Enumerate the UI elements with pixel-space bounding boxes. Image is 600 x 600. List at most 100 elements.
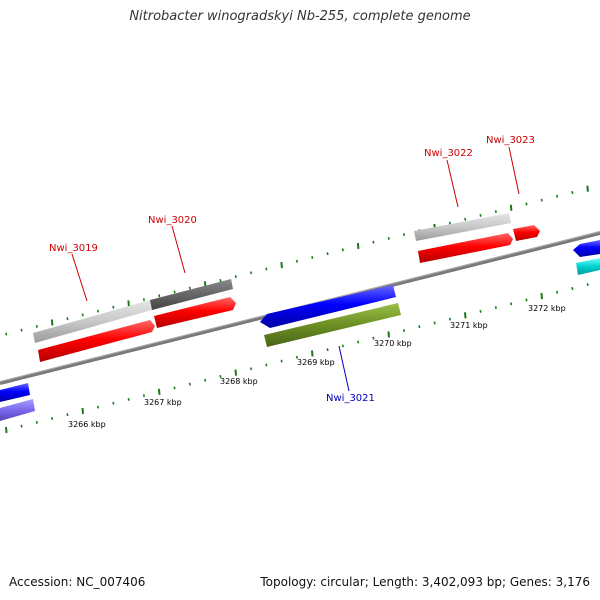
upper-row-minor-tick [311,256,314,259]
gene-arrow-nwi-3021[interactable] [260,285,396,328]
upper-row-minor-tick [234,275,237,279]
lower-row-minor-tick [403,329,406,333]
upper-row-minor-tick [448,221,451,225]
upper-row-minor-tick [188,286,191,290]
gene-label-nwi-3022[interactable]: Nwi_3022 [424,148,473,159]
upper-row-minor-tick [387,236,390,240]
gene-label-nwi-3023[interactable]: Nwi_3023 [486,135,535,146]
lower-row-minor-tick [341,344,344,348]
upper-row-minor-tick [464,217,467,221]
upper-row-major-tick [356,242,360,250]
lower-row-major-tick [540,293,543,300]
lower-row-minor-tick [556,290,559,294]
gene-arrow-nwi-3022[interactable] [418,233,513,263]
upper-row-minor-tick [219,278,222,282]
lower-row-minor-tick [433,321,436,325]
lower-row-minor-tick [418,325,421,329]
scale-label-3266: 3266 kbp [68,420,106,429]
scale-label-3269: 3269 kbp [297,358,335,367]
lower-row-minor-tick [372,336,375,340]
lower-row-minor-tick [66,413,69,417]
upper-row-minor-tick [142,298,145,302]
lower-row-minor-tick [448,317,451,321]
lower-row-minor-tick [219,374,222,378]
genome-summary-text: Topology: circular; Length: 3,402,093 bp… [260,575,590,589]
feature-bar-light-2 [414,213,511,241]
edge-gene-blue-left [0,383,30,402]
upper-row-minor-tick [372,240,375,244]
upper-row-minor-tick [66,317,69,321]
upper-row-major-tick [50,319,54,326]
lower-row-minor-tick [494,306,497,310]
lower-row-minor-tick [35,420,38,424]
upper-row-minor-tick [571,191,574,194]
upper-row-major-tick [280,262,283,269]
gene-arrow-nwi-3019[interactable] [38,320,155,362]
lower-row-major-tick [158,388,161,395]
gene-label-nwi-3019[interactable]: Nwi_3019 [49,243,98,254]
lower-row-minor-tick [510,302,513,306]
upper-row-minor-tick [341,248,344,252]
upper-row-minor-tick [540,198,543,202]
gene-arrow-nwi-3023[interactable] [513,225,540,241]
lower-row-minor-tick [265,363,268,367]
lower-row-minor-tick [525,298,528,302]
scale-label-3272: 3272 kbp [528,304,566,313]
upper-row-minor-tick [97,309,100,313]
scale-label-3270: 3270 kbp [374,339,412,348]
upper-row-major-tick [509,204,513,211]
upper-row-minor-tick [250,271,253,275]
lower-row-minor-tick [112,401,115,405]
upper-row-minor-tick [295,259,298,263]
upper-row-minor-tick [81,313,84,317]
gene-label-nwi-3020[interactable]: Nwi_3020 [148,215,197,226]
upper-row-minor-tick [158,294,161,298]
accession-text: Accession: NC_007406 [9,575,146,589]
upper-row-minor-tick [556,194,559,198]
feature-bar-light-1 [33,300,152,343]
upper-row-minor-tick [494,210,497,214]
scale-label-3267: 3267 kbp [144,398,182,407]
lower-row-minor-tick [571,287,574,290]
edge-gene-blue-right [573,240,600,257]
leader-line-nwi-3022 [446,159,459,208]
lower-row-minor-tick [173,386,176,390]
lower-row-minor-tick [586,283,589,287]
lower-row-minor-tick [97,405,100,409]
upper-row-minor-tick [326,252,329,256]
edge-feature-cyan-right [576,258,600,275]
scale-label-3268: 3268 kbp [220,377,258,386]
gene-arrow-nwi-3020[interactable] [154,297,236,328]
lower-row-minor-tick [295,355,298,359]
lower-row-major-tick [311,350,314,357]
leader-line-nwi-3021 [338,345,350,392]
upper-row-minor-tick [265,267,268,271]
lower-row-major-tick [234,369,237,376]
upper-row-major-tick [127,300,130,307]
lower-row-minor-tick [51,417,54,420]
upper-row-minor-tick [35,324,38,328]
scale-label-3271: 3271 kbp [450,321,488,330]
lower-row-major-tick [387,331,390,338]
lower-row-minor-tick [479,309,482,313]
lower-row-minor-tick [326,348,329,352]
feature-bar-dark-1 [150,279,233,310]
lower-row-major-tick [5,426,8,434]
lower-row-minor-tick [127,397,130,401]
edge-feature-lavender-left [0,399,35,421]
lower-row-minor-tick [142,394,145,398]
lower-tick-row [5,283,589,434]
lower-row-minor-tick [250,367,253,371]
feature-bar-olive [264,303,401,347]
lower-row-major-tick [81,407,84,414]
upper-row-minor-tick [525,202,528,206]
lower-row-minor-tick [204,378,207,382]
genome-title: Nitrobacter winogradskyi Nb-255, complet… [129,9,471,24]
leader-line-nwi-3020 [171,225,186,274]
gene-label-nwi-3021[interactable]: Nwi_3021 [326,393,375,404]
leader-line-nwi-3019 [71,253,88,302]
lower-row-major-tick [464,312,467,319]
upper-row-minor-tick [403,233,406,237]
